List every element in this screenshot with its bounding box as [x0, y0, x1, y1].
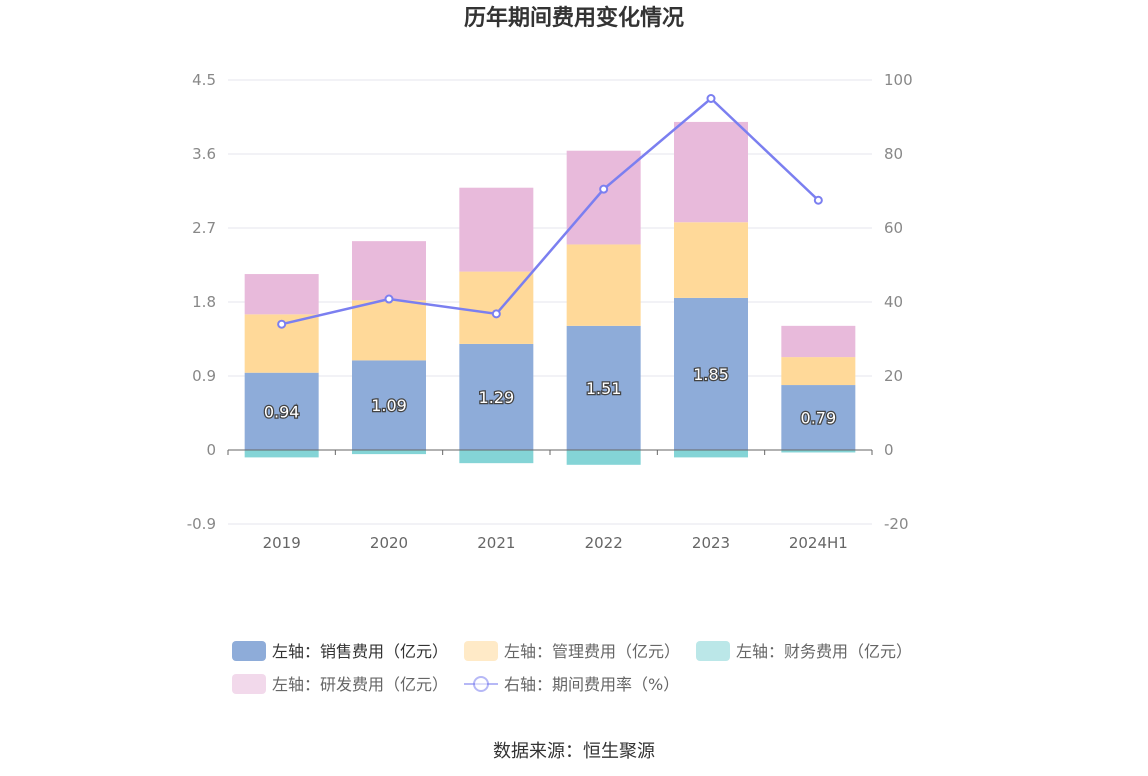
source-note: 数据来源：恒生聚源 [493, 741, 655, 762]
bar-segment [459, 343, 534, 450]
bars [244, 121, 856, 465]
bar-segment [244, 450, 319, 458]
right-tick-label: 0 [884, 441, 894, 459]
data-label: 1.85 [693, 365, 729, 384]
left-axis: -0.9 0 0.9 1.8 2.7 3.6 4.5 [187, 71, 216, 533]
left-tick-label: 0 [206, 441, 216, 459]
legend-label: 右轴：期间费用率（%） [504, 675, 679, 694]
rate-point [599, 184, 609, 194]
bar-segment [566, 450, 641, 465]
left-tick-label: 3.6 [192, 145, 216, 163]
legend-swatch [232, 641, 266, 661]
rate-point [491, 309, 501, 319]
right-tick-label: 40 [884, 293, 903, 311]
legend-item[interactable]: 左轴：研发费用（亿元） [232, 674, 448, 694]
legend-item[interactable]: 左轴：销售费用（亿元） [232, 641, 448, 661]
data-label: 0.79 [801, 409, 837, 428]
bar-segment [566, 150, 641, 245]
legend-marker-swatch [473, 676, 489, 692]
bar-segment [674, 297, 748, 450]
bar-segment [352, 241, 426, 301]
legend-swatch [464, 641, 498, 661]
x-tick-label: 2019 [263, 534, 301, 552]
data-label: 0.94 [264, 402, 300, 421]
rate-line-path [281, 96, 820, 326]
bar-segment [781, 450, 856, 453]
bar-segment [352, 450, 426, 455]
bar-segment [352, 360, 426, 450]
x-tick-label: 2022 [585, 534, 623, 552]
rate-point [384, 294, 394, 304]
bar-segment [674, 450, 748, 458]
x-axis-ticks: 2019 2020 2021 2022 2023 2024H1 [263, 534, 848, 552]
bar-segment [781, 325, 856, 358]
data-label: 1.51 [586, 379, 622, 398]
bar-segment [352, 300, 426, 361]
x-tick-label: 2024H1 [789, 534, 848, 552]
legend-label: 左轴：研发费用（亿元） [272, 675, 448, 694]
bar-segment [674, 222, 748, 298]
right-axis: -20 0 20 40 60 80 100 [884, 71, 913, 533]
bar-segment [244, 274, 319, 315]
bar-segment [781, 357, 856, 386]
data-labels: 0.94 1.09 1.29 1.51 1.85 0.79 [263, 364, 838, 429]
left-tick-label: -0.9 [187, 515, 216, 533]
rate-point [277, 319, 287, 329]
right-tick-label: 100 [884, 71, 913, 89]
right-tick-label: 20 [884, 367, 903, 385]
legend-label: 左轴：财务费用（亿元） [736, 642, 912, 661]
left-tick-label: 1.8 [192, 293, 216, 311]
bar-segment [459, 450, 534, 464]
legend-swatch [232, 674, 266, 694]
grid [228, 79, 872, 525]
legend[interactable]: 左轴：销售费用（亿元） 左轴：管理费用（亿元） 左轴：财务费用（亿元） 左轴：研发费用… [232, 641, 912, 694]
data-label: 1.09 [371, 396, 407, 415]
bar-segment [244, 372, 319, 450]
legend-label: 左轴：管理费用（亿元） [504, 642, 680, 661]
x-axis [227, 449, 873, 455]
right-tick-label: 80 [884, 145, 903, 163]
legend-item[interactable]: 左轴：财务费用（亿元） [696, 641, 912, 661]
rate-line [277, 94, 823, 329]
chart-title: 历年期间费用变化情况 [464, 5, 684, 31]
legend-swatch [696, 641, 730, 661]
bar-segment [781, 385, 856, 450]
left-tick-label: 0.9 [192, 367, 216, 385]
legend-label: 左轴：销售费用（亿元） [272, 642, 448, 661]
x-tick-label: 2021 [477, 534, 515, 552]
left-tick-label: 4.5 [192, 71, 216, 89]
right-tick-label: 60 [884, 219, 903, 237]
bar-segment [566, 325, 641, 450]
bar-segment [566, 244, 641, 326]
bar-segment [674, 121, 748, 223]
legend-item[interactable]: 右轴：期间费用率（%） [464, 675, 679, 694]
rate-point [813, 195, 823, 205]
left-tick-label: 2.7 [192, 219, 216, 237]
rate-point [706, 94, 716, 103]
x-tick-label: 2020 [370, 534, 408, 552]
right-tick-label: -20 [884, 515, 909, 533]
x-tick-label: 2023 [692, 534, 730, 552]
bar-segment [459, 187, 534, 272]
legend-item[interactable]: 左轴：管理费用（亿元） [464, 641, 680, 661]
data-label: 1.29 [479, 388, 515, 407]
